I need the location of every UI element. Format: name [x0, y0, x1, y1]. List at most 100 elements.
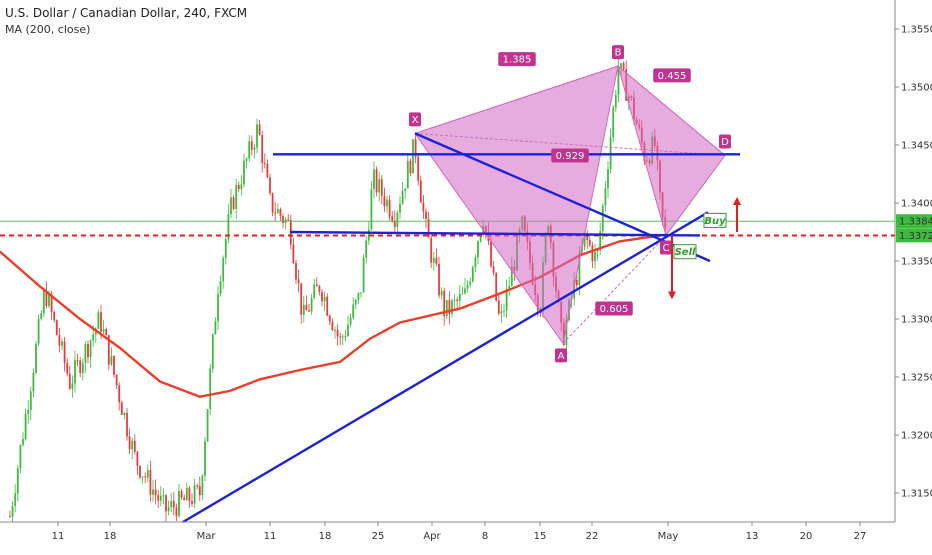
candle-body [40, 313, 43, 319]
candle-body [9, 516, 11, 518]
candle-body [492, 266, 495, 273]
candle [183, 494, 186, 501]
candle-body [222, 257, 225, 282]
candle [115, 374, 118, 390]
candle-body [469, 281, 472, 285]
candle [349, 313, 352, 327]
candle-body [383, 195, 386, 207]
candle-body [24, 413, 27, 439]
candle-body [412, 139, 414, 174]
candle-body [19, 444, 22, 469]
candle-body [120, 402, 123, 415]
candle [586, 229, 589, 250]
candle [505, 279, 508, 319]
candle [328, 314, 331, 326]
candle-body [224, 239, 227, 258]
ratio-label: 0.929 [551, 148, 589, 163]
price-badge-text: 1.33721 [899, 231, 932, 242]
indicator-label: MA (200, close) [5, 23, 91, 36]
harmonic-triangle-bcd [617, 64, 726, 237]
ratio-label-text: 0.605 [600, 304, 629, 315]
x-tick-label: Apr [423, 531, 441, 542]
candle-body [604, 188, 607, 206]
candle-body [438, 263, 440, 296]
candle-body [87, 343, 89, 358]
candle [243, 153, 245, 188]
candle-body [292, 244, 295, 264]
candle-body [191, 501, 193, 504]
candle-body [258, 124, 261, 135]
ratio-label: 0.455 [653, 68, 691, 83]
candle [336, 324, 339, 346]
candle-body [230, 197, 232, 215]
candle-body [50, 295, 53, 312]
pattern-point-box [719, 134, 731, 149]
candle-body [331, 321, 334, 331]
candle-body [263, 163, 266, 165]
x-tick-label: 11 [264, 531, 277, 542]
candle-body [612, 107, 615, 138]
pattern-point-label: D [721, 137, 729, 148]
candle-body [414, 139, 417, 157]
candle [341, 333, 344, 346]
candle-body [315, 284, 318, 287]
x-tick-label: 8 [482, 531, 488, 542]
candle-body [149, 470, 152, 495]
candle [128, 428, 131, 454]
candle [362, 254, 365, 293]
candle-body [443, 290, 446, 317]
candle [495, 272, 498, 302]
candle [469, 277, 472, 288]
candle [14, 484, 17, 513]
candle-body [253, 147, 256, 150]
candle [388, 194, 391, 221]
candle-body [107, 335, 110, 365]
candle-body [133, 440, 136, 452]
candle [443, 287, 446, 326]
x-tick-label: 22 [586, 531, 599, 542]
candle [258, 120, 261, 136]
candle-body [97, 312, 100, 329]
pattern-point-D: D [719, 134, 731, 149]
ratio-label-box [498, 52, 536, 67]
candle-body [232, 197, 235, 209]
candle-body [425, 211, 427, 220]
candle-body [146, 470, 149, 478]
candle-body [354, 299, 357, 305]
ratio-line-bd [617, 65, 726, 156]
candle-body [440, 290, 443, 296]
candle-body [445, 300, 448, 317]
ratio-label-text: 1.385 [503, 55, 532, 66]
candle-body [464, 288, 466, 294]
candle [193, 479, 196, 508]
candle-body [74, 360, 76, 384]
candle [175, 503, 178, 522]
candle-body [89, 340, 92, 358]
candle [219, 275, 222, 297]
candle-body [490, 240, 492, 267]
candle [214, 317, 217, 335]
candle [40, 309, 43, 321]
candle-body [92, 334, 95, 341]
candle [599, 222, 602, 255]
candle-body [102, 329, 105, 332]
candle [508, 277, 511, 297]
candle [55, 319, 58, 336]
y-tick-label: 1.34000 [901, 199, 932, 210]
candle-body [479, 233, 482, 242]
candle [248, 134, 251, 162]
candle-body [204, 441, 206, 476]
candle [622, 61, 625, 71]
candle [477, 240, 479, 265]
candle [383, 187, 386, 213]
candle [344, 329, 347, 342]
candle [292, 238, 295, 265]
candle-body [510, 266, 513, 287]
candle-body [404, 188, 407, 191]
candle-body [497, 300, 500, 314]
candle-body [71, 383, 74, 389]
candle-body [250, 141, 253, 150]
candle-body [347, 324, 349, 336]
